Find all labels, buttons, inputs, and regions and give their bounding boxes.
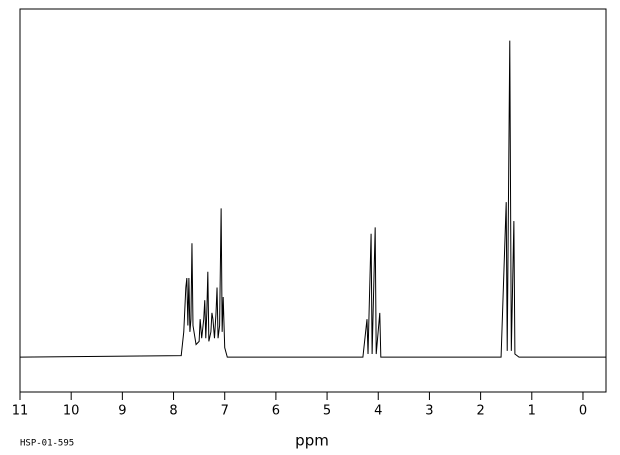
x-tick-label: 7 bbox=[221, 404, 229, 419]
x-tick-label: 3 bbox=[425, 404, 433, 419]
x-tick-label: 8 bbox=[169, 404, 177, 419]
x-tick-label: 0 bbox=[579, 404, 587, 419]
plot-frame bbox=[19, 8, 607, 393]
x-tick-label: 10 bbox=[63, 404, 80, 419]
x-tick-label: 6 bbox=[272, 404, 280, 419]
x-tick-label: 4 bbox=[374, 404, 382, 419]
x-tick-label: 9 bbox=[118, 404, 126, 419]
x-tick-label: 11 bbox=[12, 404, 29, 419]
x-axis-label: ppm bbox=[295, 432, 329, 450]
footnote: HSP-01-595 bbox=[20, 439, 74, 449]
spectrum-line bbox=[19, 40, 606, 358]
x-tick-label: 1 bbox=[528, 404, 536, 419]
x-tick-label: 5 bbox=[323, 404, 331, 419]
x-tick-label: 2 bbox=[476, 404, 484, 419]
